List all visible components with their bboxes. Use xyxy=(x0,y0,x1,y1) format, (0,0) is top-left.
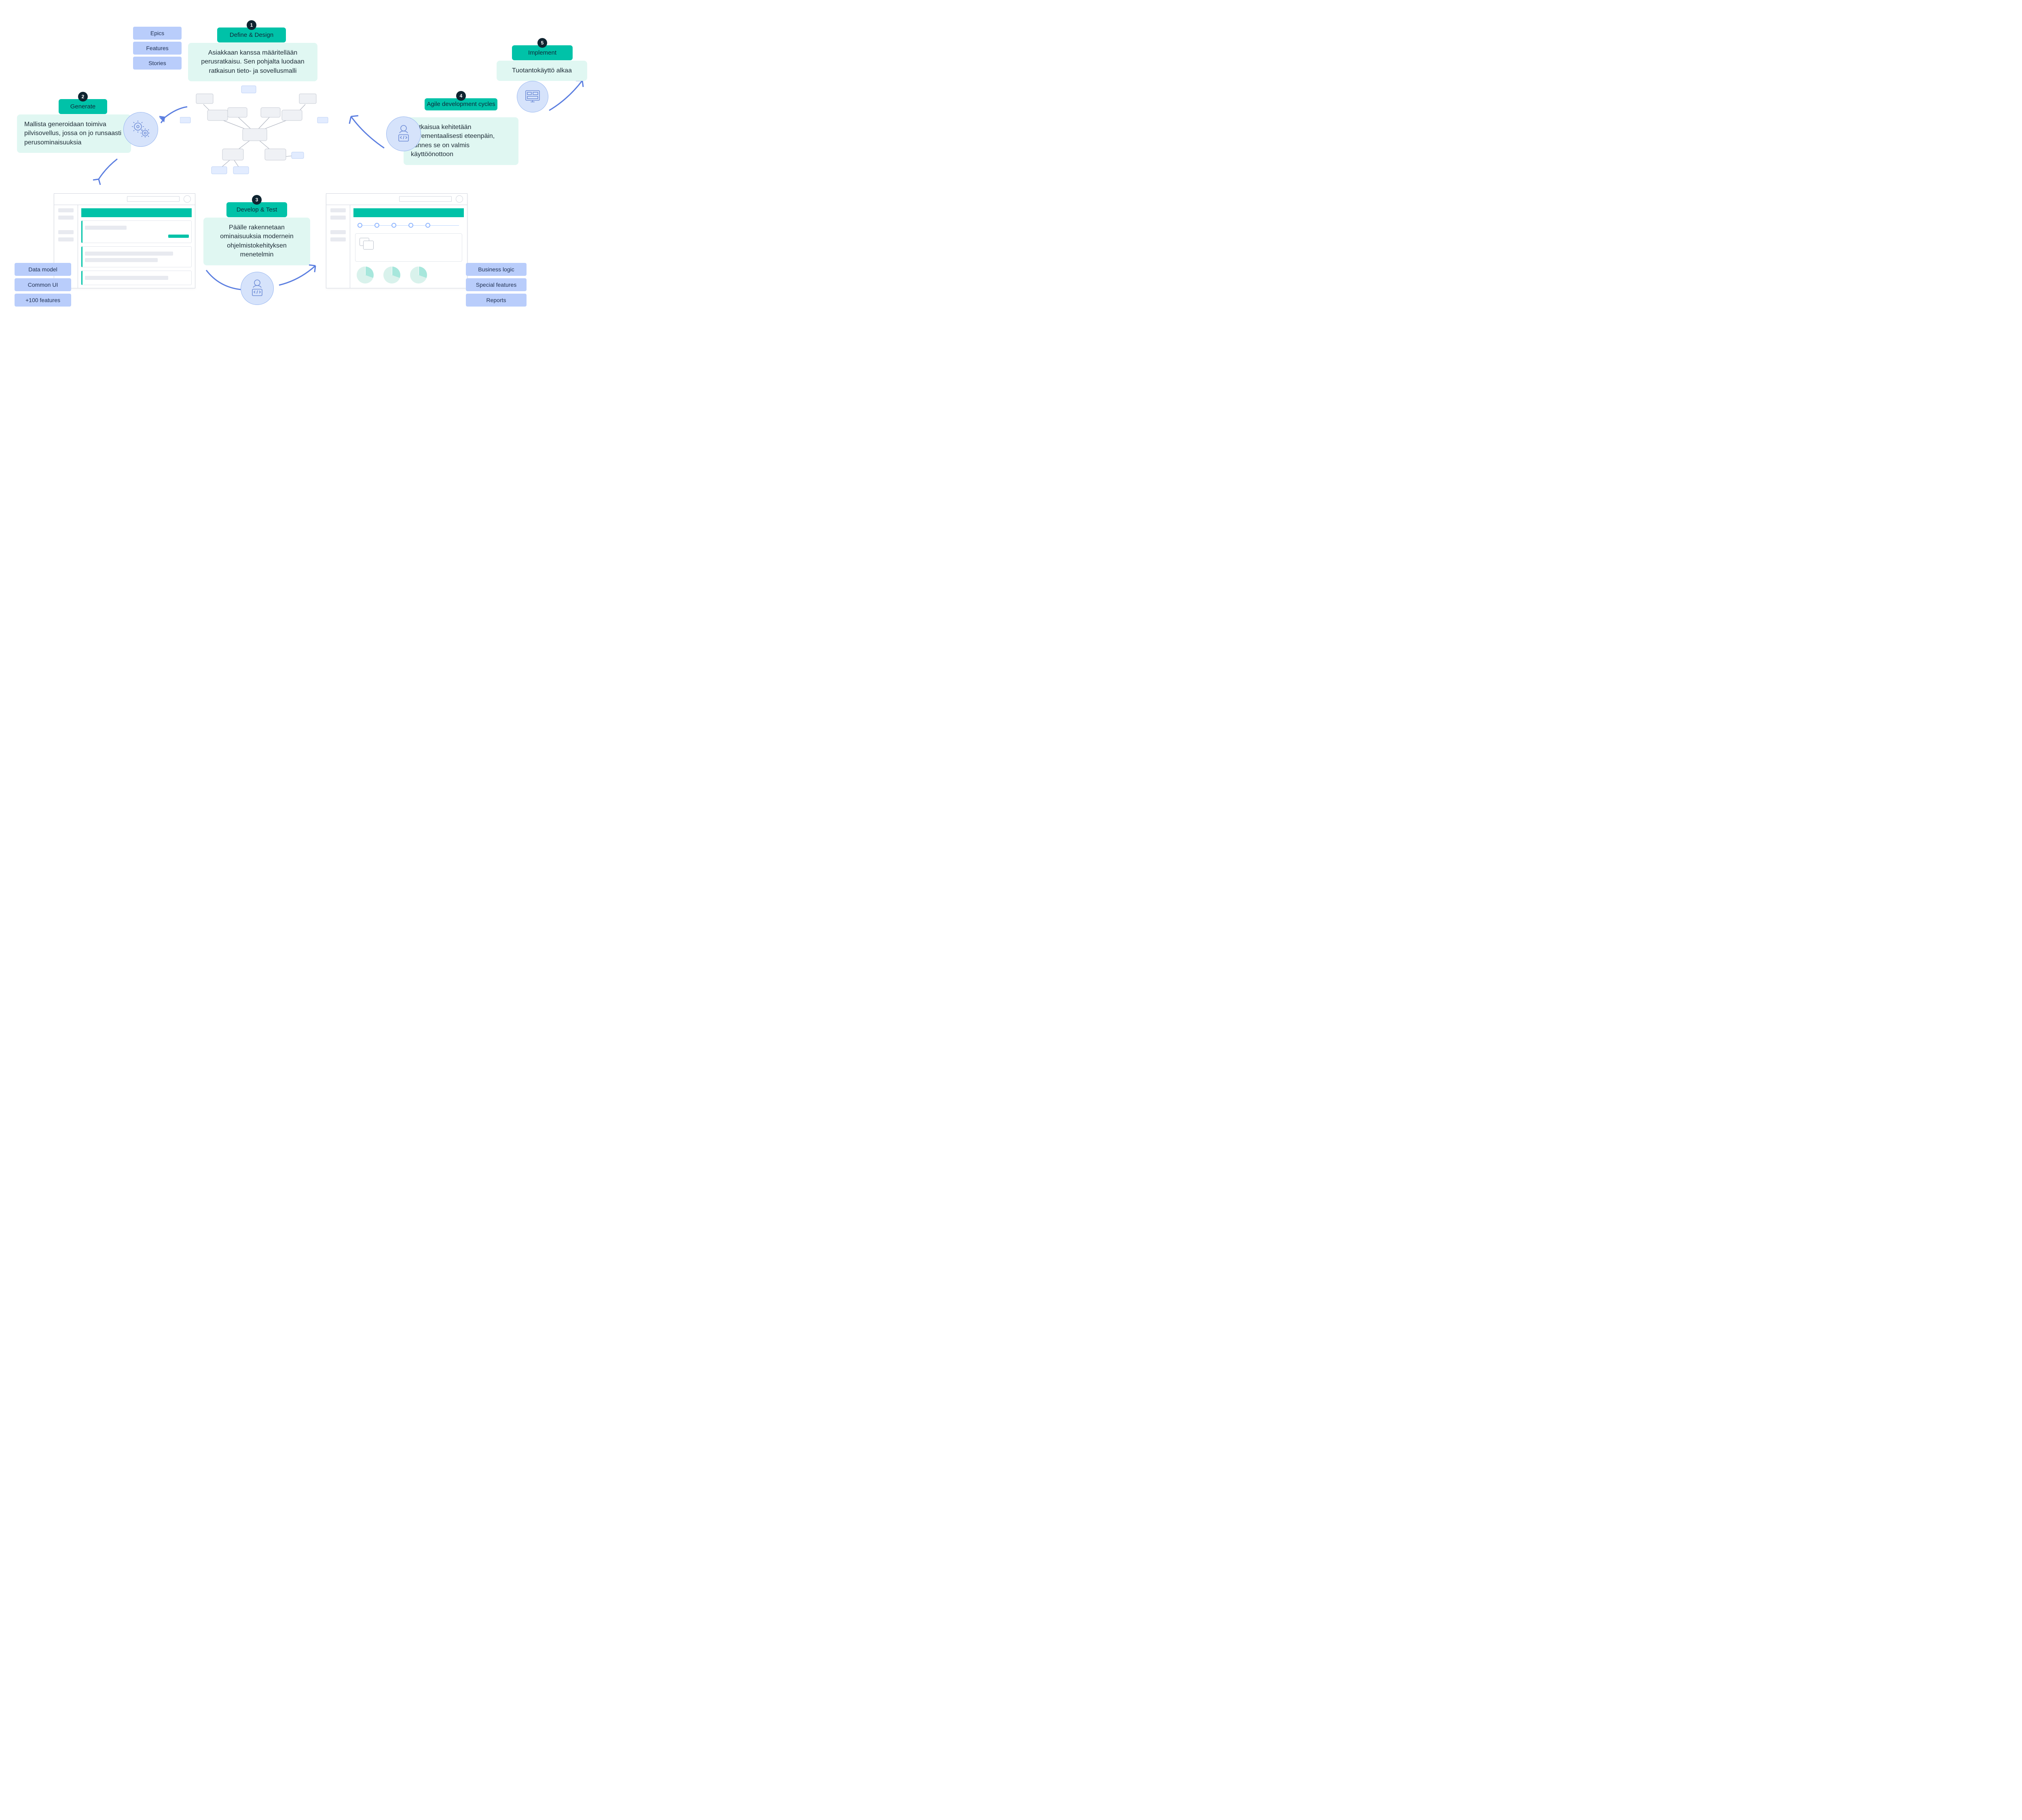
stage-4-body: Ratkaisua kehitetään inkrementaalisesti … xyxy=(404,117,518,165)
stage-4-badge: 4 xyxy=(456,91,466,101)
arrow-3-4 xyxy=(275,261,324,293)
stage-3-body: Päälle rakennetaan ominaisuuksia moderne… xyxy=(203,218,310,265)
center-tree-diagram xyxy=(180,85,330,186)
agile-developer-icon xyxy=(386,116,421,151)
stage-3-badge: 3 xyxy=(252,195,262,205)
gears-icon xyxy=(123,112,158,147)
stage-label: Define & Design xyxy=(230,32,273,38)
stage-1-badge: 1 xyxy=(247,20,256,30)
stage-5-badge: 5 xyxy=(537,38,547,48)
screen-icon xyxy=(517,81,548,112)
tag-business-logic: Business logic xyxy=(466,263,527,276)
stage-1-body: Asiakkaan kanssa määritellään perusratka… xyxy=(188,43,317,81)
tag-reports: Reports xyxy=(466,294,527,307)
stage-5-body: Tuotantokäyttö alkaa xyxy=(497,61,587,81)
arrow-1-2 xyxy=(153,104,189,128)
mock-app-developed xyxy=(326,193,467,288)
arrow-4-center xyxy=(340,106,388,154)
tag-100-features: +100 features xyxy=(15,294,71,307)
tag-epics: Epics xyxy=(133,27,182,40)
tag-special-features: Special features xyxy=(466,278,527,291)
arrow-2-3 xyxy=(89,156,125,188)
tag-data-model: Data model xyxy=(15,263,71,276)
tag-stories: Stories xyxy=(133,57,182,70)
stage-2-body: Mallista generoidaan toimiva pilvisovell… xyxy=(17,114,131,153)
tag-features: Features xyxy=(133,42,182,55)
mock-app-generated xyxy=(54,193,195,288)
tag-common-ui: Common UI xyxy=(15,278,71,291)
developer-icon xyxy=(241,272,274,305)
stage-2-badge: 2 xyxy=(78,92,88,102)
